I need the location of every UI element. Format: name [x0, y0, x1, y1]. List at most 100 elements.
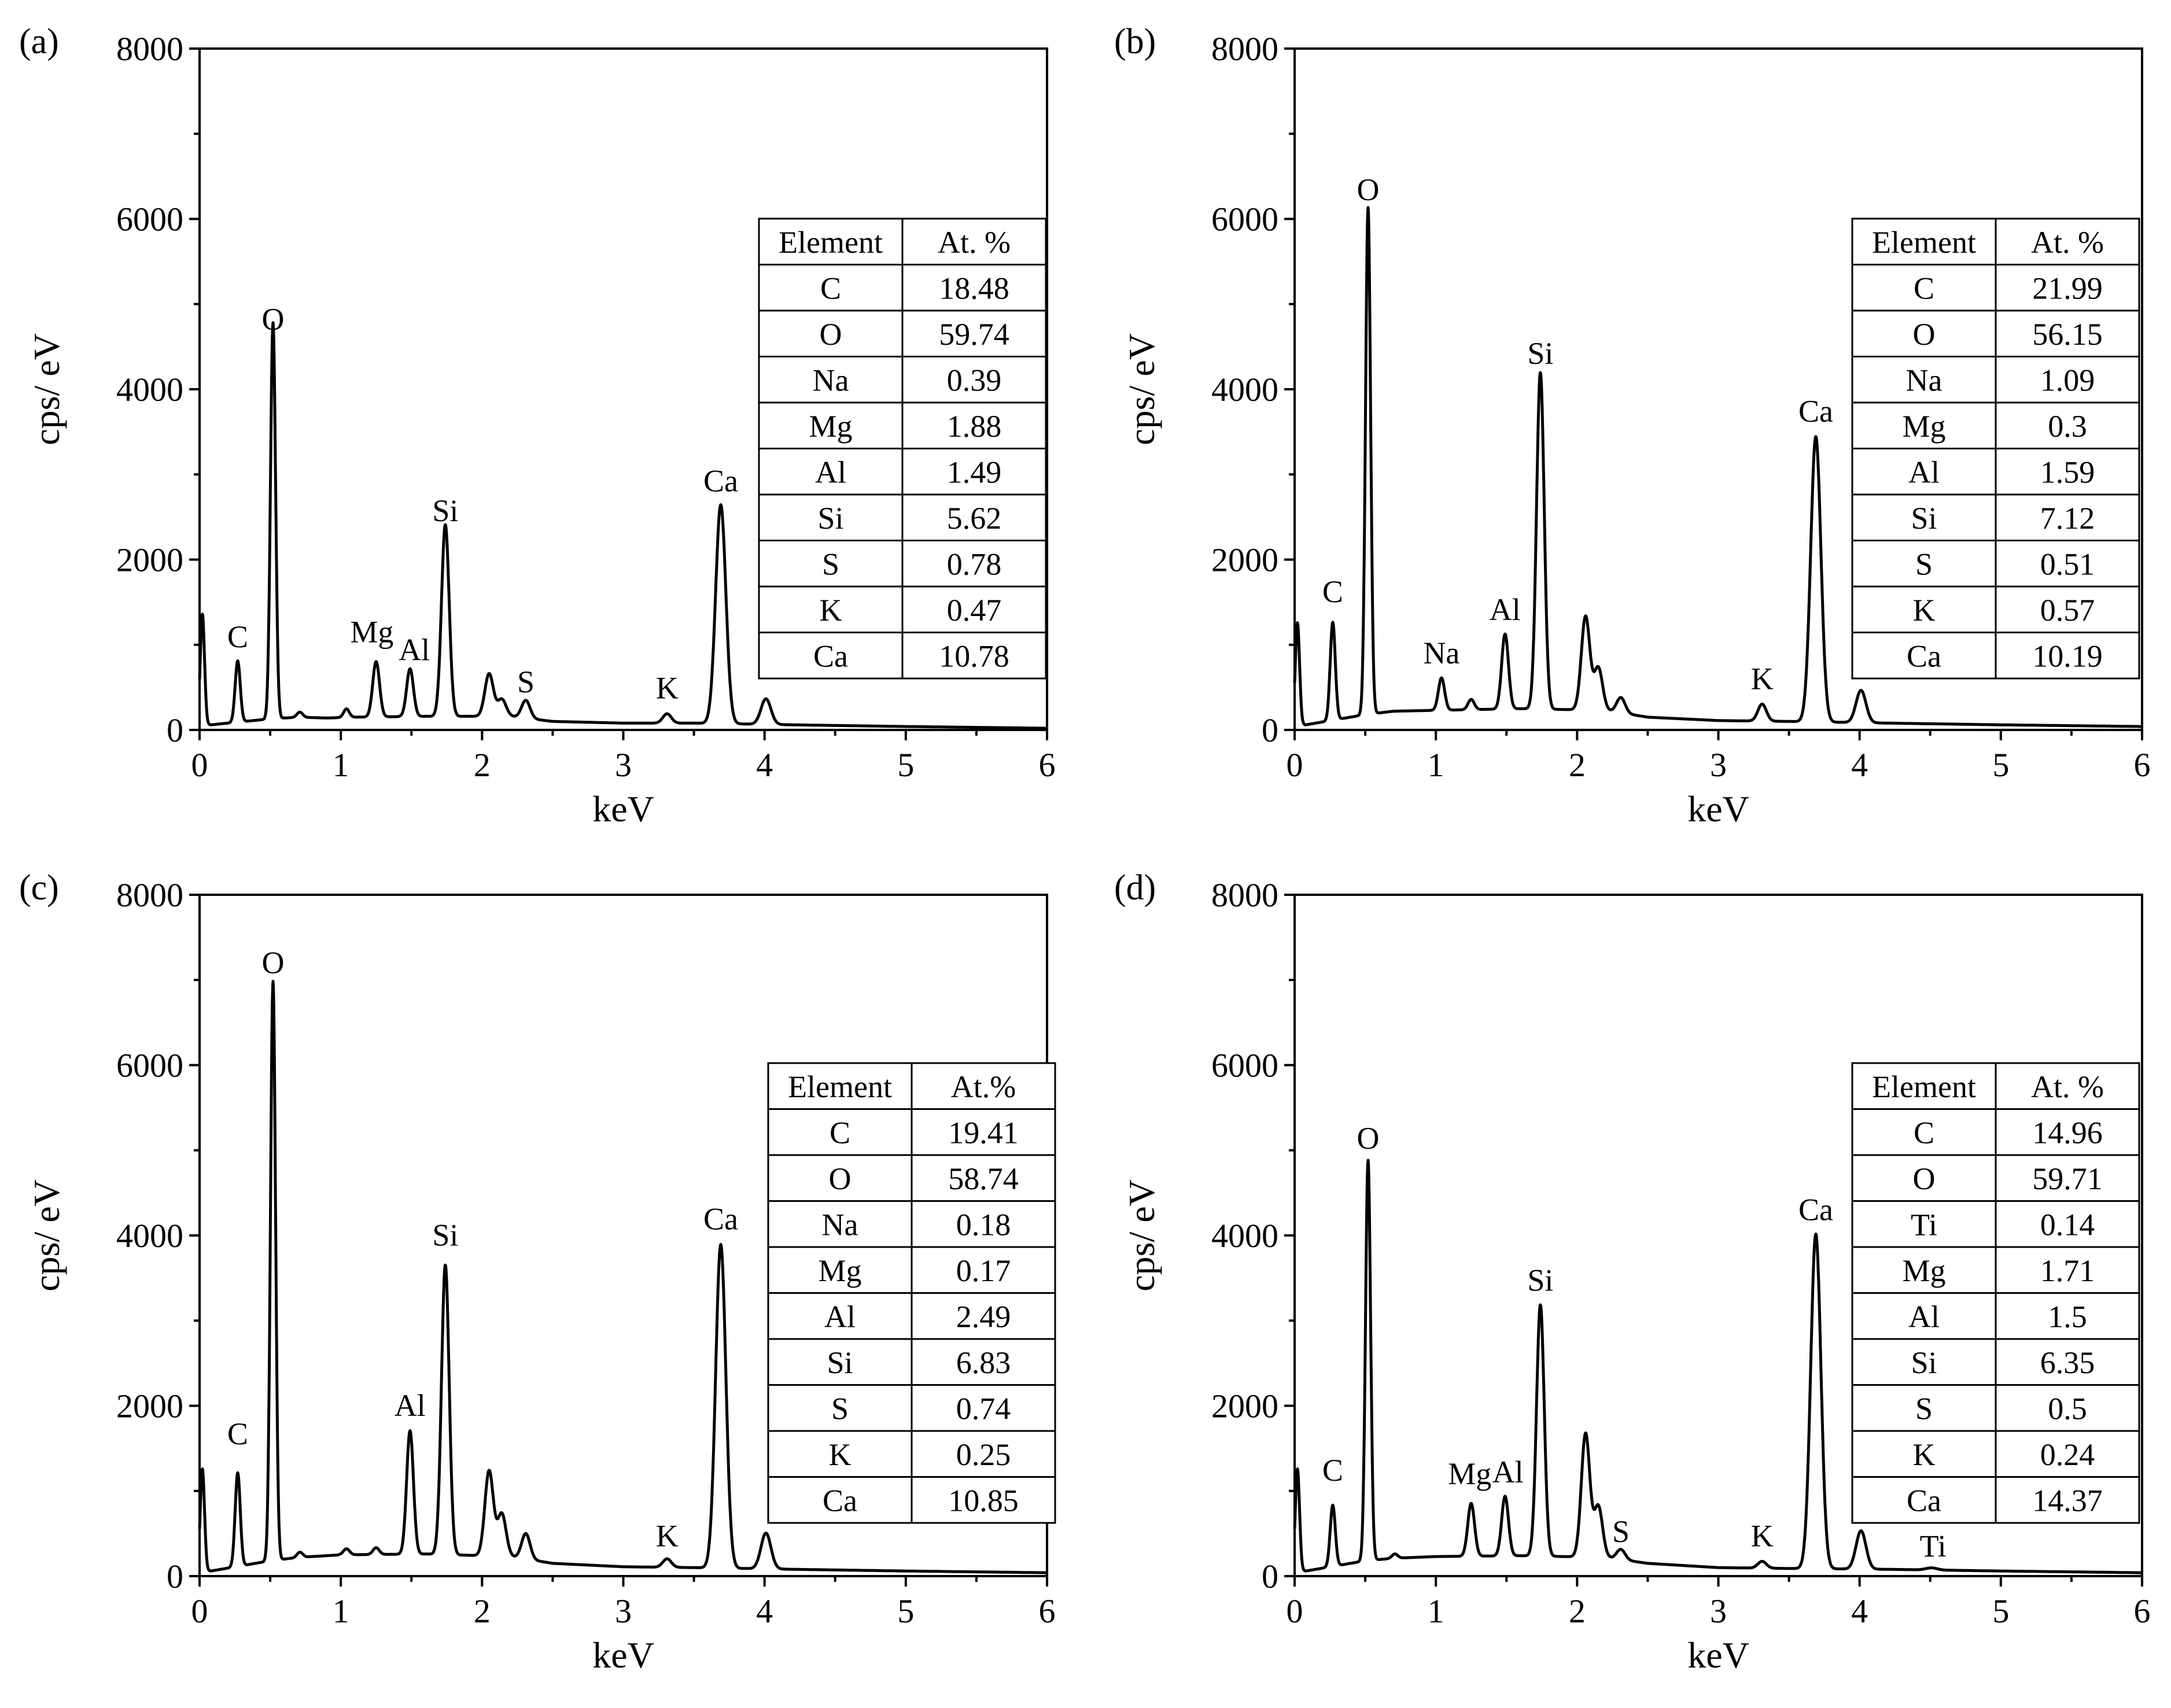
table-cell: 1.09: [2040, 363, 2095, 397]
x-tick-label: 6: [1039, 746, 1056, 784]
peak-label: K: [1751, 661, 1774, 696]
y-tick-label: 0: [1262, 711, 1278, 749]
table-cell: K: [1913, 593, 1936, 628]
y-axis-label: cps/ eV: [1121, 333, 1162, 445]
table-cell: Mg: [1902, 1253, 1945, 1288]
table-cell: C: [1914, 1115, 1934, 1150]
peak-label: Mg: [1448, 1456, 1491, 1491]
y-tick-label: 0: [167, 711, 183, 749]
table-cell: O: [1913, 317, 1936, 352]
table-cell: S: [1915, 1391, 1933, 1426]
table-cell: Ca: [823, 1483, 857, 1518]
y-axis-label: cps/ eV: [26, 1179, 67, 1292]
y-tick-label: 8000: [1211, 30, 1278, 68]
table-cell: Al: [1908, 1299, 1940, 1334]
peak-label: Al: [1490, 592, 1521, 627]
peak-label: C: [1322, 574, 1343, 609]
y-tick-label: 0: [167, 1558, 183, 1595]
y-tick-label: 6000: [1211, 1047, 1278, 1084]
peak-label: Si: [432, 493, 458, 528]
x-axis-label: keV: [592, 788, 654, 829]
table-cell: 19.41: [948, 1115, 1019, 1150]
y-tick-label: 2000: [1211, 1388, 1278, 1425]
table-header-cell: Element: [788, 1069, 892, 1104]
table-cell: S: [831, 1391, 849, 1426]
peak-label: O: [261, 302, 284, 337]
table-header-cell: At. %: [2031, 225, 2104, 260]
table-cell: Mg: [818, 1253, 861, 1288]
y-tick-label: 0: [1262, 1558, 1278, 1595]
peak-label: S: [517, 665, 535, 699]
element-table: Element At. % C 14.96 O 59.71 Ti 0.14 Mg 1.71 Al 1.…: [1851, 1062, 2140, 1524]
y-tick-label: 2000: [1211, 541, 1278, 579]
table-cell: 56.15: [2032, 317, 2103, 352]
table-cell: 10.19: [2032, 639, 2103, 673]
table-cell: O: [1913, 1161, 1936, 1196]
table-cell: 1.49: [947, 455, 1002, 489]
peak-label: Al: [399, 632, 430, 667]
peak-label: K: [1751, 1518, 1774, 1553]
panel-label: (c): [19, 868, 59, 908]
table-cell: 7.12: [2040, 501, 2095, 536]
x-tick-label: 4: [756, 1592, 773, 1630]
table-cell: 6.35: [2040, 1345, 2095, 1380]
table-cell: 0.3: [2048, 409, 2087, 444]
table-cell: S: [822, 547, 839, 581]
table-cell: S: [1915, 547, 1933, 581]
x-tick-label: 5: [897, 1592, 914, 1630]
x-axis-label: keV: [1687, 788, 1749, 829]
table-cell: 0.57: [2040, 593, 2095, 628]
table-cell: 0.78: [947, 547, 1002, 581]
table-header-cell: Element: [1872, 1069, 1976, 1104]
y-axis-label: cps/ eV: [26, 333, 67, 445]
x-tick-label: 3: [1710, 746, 1727, 784]
y-tick-label: 8000: [116, 876, 183, 914]
x-axis-label: keV: [592, 1635, 654, 1676]
panel-label: (a): [19, 22, 59, 61]
table-cell: 10.85: [948, 1483, 1019, 1518]
table-cell: O: [829, 1161, 852, 1196]
table-cell: Al: [815, 455, 846, 489]
table-header-cell: At.%: [951, 1069, 1016, 1104]
x-tick-label: 1: [1428, 1592, 1444, 1630]
peak-label: C: [227, 1416, 248, 1451]
x-axis-label: keV: [1687, 1635, 1749, 1676]
table-cell: 6.83: [956, 1345, 1011, 1380]
table-cell: 2.49: [956, 1299, 1011, 1334]
table-cell: 0.25: [956, 1437, 1011, 1472]
x-tick-label: 1: [333, 746, 349, 784]
table-cell: Al: [1908, 455, 1940, 489]
x-tick-label: 0: [1287, 1592, 1303, 1630]
table-cell: Ca: [1907, 1483, 1941, 1518]
x-tick-label: 5: [1992, 746, 2009, 784]
table-cell: 1.59: [2040, 455, 2095, 489]
x-tick-label: 4: [1851, 1592, 1868, 1630]
table-header-cell: Element: [779, 225, 883, 260]
table-cell: Na: [813, 363, 849, 397]
spectrum-line: [198, 321, 1048, 730]
table-cell: 5.62: [947, 501, 1002, 536]
table-cell: Ca: [813, 639, 848, 673]
y-tick-label: 6000: [116, 1047, 183, 1084]
table-cell: Mg: [809, 409, 852, 444]
table-cell: Na: [1906, 363, 1943, 397]
peak-label: Al: [1492, 1455, 1524, 1489]
x-tick-label: 3: [615, 746, 632, 784]
table-cell: 14.37: [2032, 1483, 2103, 1518]
y-tick-label: 2000: [116, 1388, 183, 1425]
table-cell: 21.99: [2032, 271, 2103, 305]
x-tick-label: 3: [615, 1592, 632, 1630]
table-header-cell: At. %: [938, 225, 1011, 260]
x-tick-label: 4: [1851, 746, 1868, 784]
table-cell: Si: [817, 501, 843, 536]
peak-label: C: [1322, 1453, 1343, 1488]
table-cell: C: [820, 271, 841, 305]
table-cell: 14.96: [2032, 1115, 2103, 1150]
element-table: Element At.% C 19.41 O 58.74 Na 0.18 Mg 0.17 Al 2.4…: [767, 1062, 1056, 1524]
x-tick-label: 6: [2134, 1592, 2151, 1630]
y-tick-label: 8000: [116, 30, 183, 68]
peak-label: Ca: [703, 464, 738, 499]
table-cell: K: [829, 1437, 852, 1472]
